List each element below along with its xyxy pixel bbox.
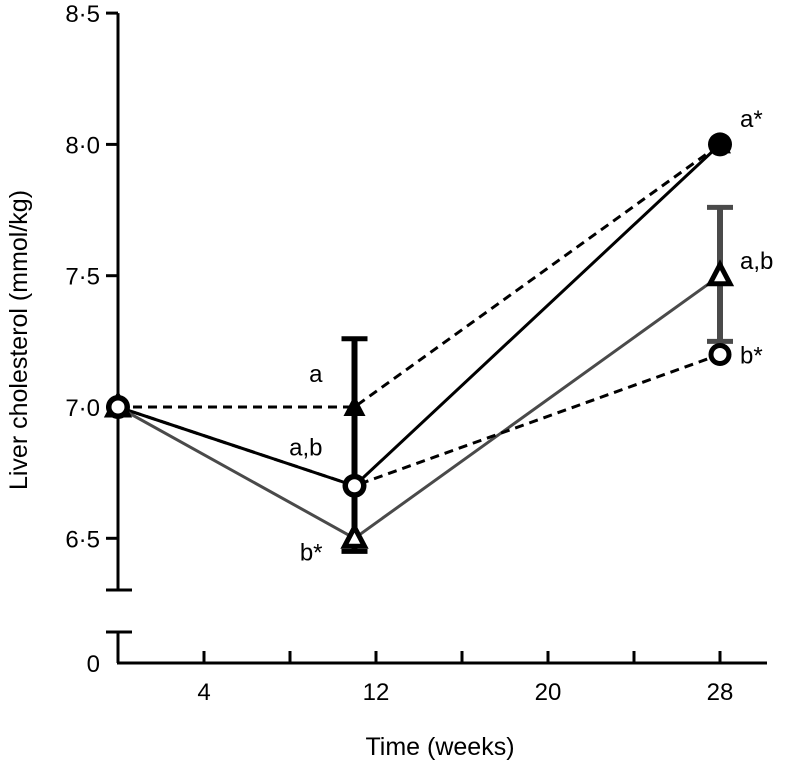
axes: 0 6·5 7·0 7·5 8·0 8·5 4 12 20 28 [65,1,767,706]
annotation-label: b* [300,539,323,566]
y-tick-label: 8·0 [65,132,100,159]
x-tick-label: 4 [197,679,210,706]
series-markers [103,132,735,549]
y-axis-label: Liver cholesterol (mmol/kg) [5,190,33,490]
x-tick-label: 12 [363,679,390,706]
marker-dashed-open-circle [106,395,130,419]
x-axis-label: Time (weeks) [365,733,514,761]
marker-dashed-filled-triangle [343,395,366,416]
marker-dashed-open-circle [708,342,732,366]
error-bars [341,204,733,554]
y-tick-label: 7·0 [65,395,100,422]
y-tick-label: 8·5 [65,1,100,28]
series-line-solid-filled-circle [117,143,722,488]
series-line-dashed-open-circle [117,353,721,488]
annotation-label: b* [740,342,763,369]
x-tick-label: 20 [535,679,562,706]
annotations: a a,b b* a* a,b b* [289,106,773,566]
annotation-label: a,b [289,434,322,461]
y-tick-label: 6·5 [65,526,100,553]
marker-grey-open-triangle [340,521,369,549]
marker-dashed-filled-triangle [709,132,731,154]
annotation-label: a,b [740,248,773,275]
y-tick-label: 7·5 [65,264,100,291]
annotation-label: a* [740,106,763,133]
x-tick-label: 28 [707,679,734,706]
annotation-label: a [309,361,323,388]
marker-grey-open-triangle [705,259,735,287]
marker-dashed-open-circle [343,474,366,498]
series-line-dashed-filled-triangle [118,143,721,409]
y-tick-label: 0 [87,651,100,678]
series-lines [117,143,722,541]
